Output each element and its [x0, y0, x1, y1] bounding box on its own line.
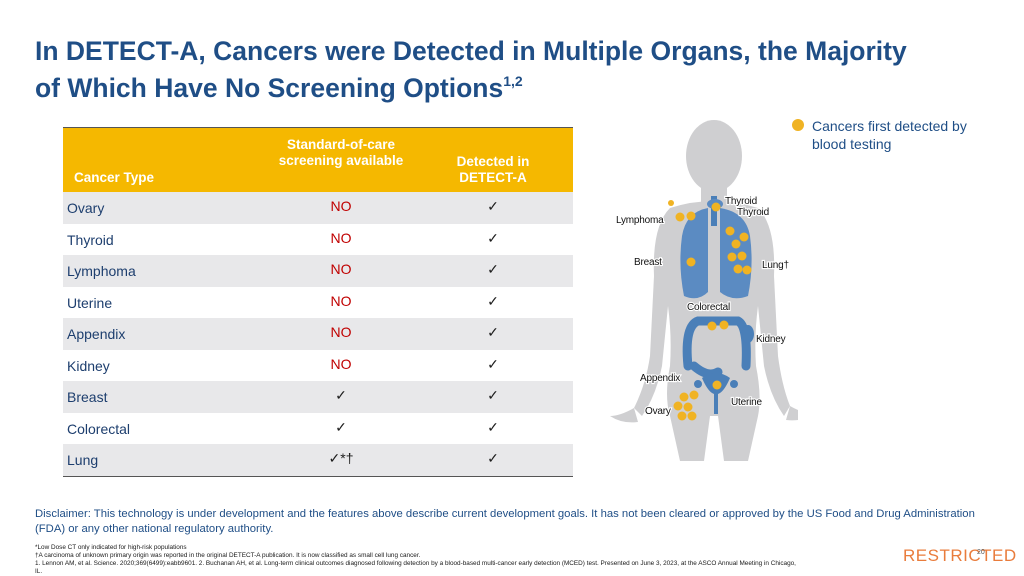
cancer-table: Cancer Type Standard-of-care screening a…: [63, 127, 573, 477]
disclaimer: Disclaimer: This technology is under dev…: [35, 508, 975, 535]
detection-dot: [742, 265, 752, 275]
detection-dot: [711, 202, 721, 212]
detection-dot: [686, 257, 696, 267]
footnote: 1. Lennon AM, et al. Science. 2020;369(6…: [35, 560, 796, 567]
page-title: In DETECT-A, Cancers were Detected in Mu…: [35, 36, 907, 103]
detection-dot: [675, 212, 685, 222]
detection-dot: [689, 390, 699, 400]
cell-cancer-type: Lymphoma: [67, 263, 136, 279]
cell-soc: NO: [330, 324, 352, 340]
table-row: Lung ✓*† ✓: [63, 444, 573, 477]
header-standard-of-care: Standard-of-care screening available: [278, 137, 404, 168]
cell-cancer-type: Colorectal: [67, 420, 131, 437]
footnote: †A carcinoma of unknown primary origin w…: [35, 552, 421, 559]
table-row: Colorectal ✓ ✓: [63, 412, 573, 444]
detection-dot: [687, 411, 697, 421]
label-uterine: Uterine: [731, 397, 762, 408]
kidney-organ: [742, 325, 754, 343]
cell-soc: ✓: [335, 418, 347, 435]
label-thyroid: Thyroid: [725, 196, 757, 207]
cell-cancer-type: Thyroid: [67, 231, 114, 248]
label-ovary: Ovary: [645, 406, 671, 417]
legend-label: Cancers first detected by blood testing: [812, 118, 967, 152]
detection-dot: [677, 411, 687, 421]
cell-soc: NO: [330, 261, 352, 277]
label-breast: Breast: [634, 257, 662, 268]
detection-dot: [707, 321, 717, 331]
legend-dot-icon: [792, 119, 804, 131]
header-detected: Detected in DETECT-A: [456, 154, 530, 185]
detection-dot: [668, 200, 674, 206]
table-row: Ovary NO ✓: [63, 192, 573, 224]
page-number: 20: [977, 549, 985, 556]
header-cancer-type: Cancer Type: [74, 170, 155, 185]
cell-detected: ✓: [487, 355, 499, 372]
detection-dot: [719, 320, 729, 330]
detection-dot: [739, 232, 749, 242]
uterus: [694, 373, 738, 414]
detection-dot: [733, 264, 743, 274]
colon: [682, 316, 751, 379]
cell-detected: ✓: [487, 450, 499, 466]
detection-dot: [686, 211, 696, 221]
table-row: Thyroid NO ✓: [63, 223, 573, 255]
cell-detected: ✓: [487, 418, 499, 435]
footnote: IL.: [35, 568, 43, 575]
cell-detected: ✓: [487, 198, 499, 214]
detection-dot: [712, 380, 722, 390]
detection-dots: [668, 200, 752, 421]
cell-detected: ✓: [487, 387, 499, 403]
detection-dot: [727, 252, 737, 262]
title-superscript: 1,2: [503, 73, 523, 89]
cell-cancer-type: Appendix: [67, 326, 126, 342]
detection-dot: [731, 239, 741, 249]
cell-cancer-type: Ovary: [67, 200, 105, 216]
cell-cancer-type: Kidney: [67, 357, 110, 374]
cell-soc: ✓: [335, 387, 347, 403]
detection-dot: [737, 251, 747, 261]
cell-cancer-type: Breast: [67, 389, 108, 405]
table-row: Kidney NO ✓: [63, 349, 573, 381]
cell-detected: ✓: [487, 324, 499, 340]
label-kidney: Kidney: [756, 334, 786, 345]
cell-soc: NO: [330, 292, 352, 309]
detection-dot: [679, 392, 689, 402]
cell-soc: ✓*†: [328, 450, 354, 466]
detection-dot: [683, 402, 693, 412]
cell-soc: NO: [330, 198, 352, 214]
cell-detected: ✓: [487, 292, 499, 309]
table-row: Lymphoma NO ✓: [63, 255, 573, 287]
cell-soc: NO: [330, 229, 352, 246]
label-lung: Lung†: [762, 260, 789, 271]
detection-dot: [725, 226, 735, 236]
cell-cancer-type: Lung: [67, 452, 99, 468]
cell-detected: ✓: [487, 229, 499, 246]
table-row: Uterine NO ✓: [63, 286, 573, 318]
body-illustration: Thyroid Thyroid Lymphoma Breast Lung† Co…: [610, 120, 798, 461]
cell-cancer-type: Uterine: [67, 294, 113, 311]
table-row: Breast ✓ ✓: [63, 381, 573, 413]
cell-soc: NO: [330, 355, 352, 372]
label-colorectal: Colorectal: [687, 302, 730, 313]
detection-dot: [673, 401, 683, 411]
label-lymphoma: Lymphoma: [616, 215, 664, 226]
label-appendix: Appendix: [640, 373, 680, 384]
table-row: Appendix NO ✓: [63, 318, 573, 350]
label-thyroid: Thyroid: [737, 207, 769, 218]
table-header: Cancer Type Standard-of-care screening a…: [63, 127, 573, 192]
cell-detected: ✓: [487, 261, 499, 277]
footnote: *Low Dose CT only indicated for high-ris…: [35, 544, 187, 551]
restricted-watermark: RESTRICTED: [903, 546, 1017, 565]
